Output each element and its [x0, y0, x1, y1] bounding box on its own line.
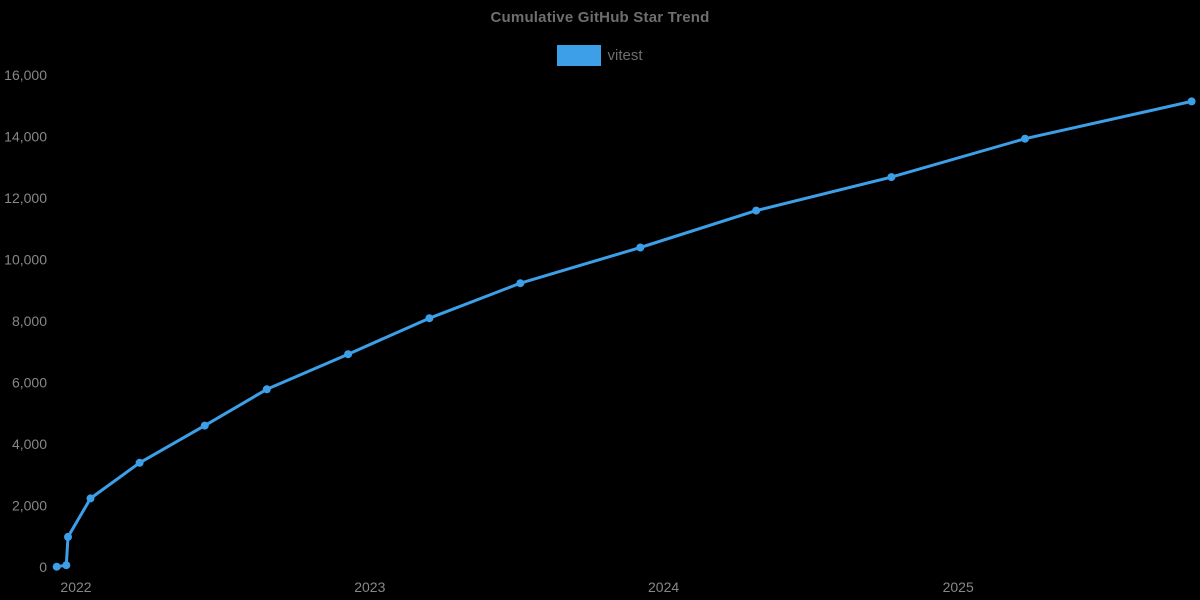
data-point-vitest[interactable]	[86, 494, 95, 503]
data-point-vitest[interactable]	[64, 532, 72, 541]
data-point-vitest[interactable]	[344, 350, 353, 359]
x-tick-label: 2022	[60, 579, 91, 595]
line-series-vitest	[55, 99, 1194, 569]
y-tick-label: 10,000	[4, 251, 47, 267]
data-point-vitest[interactable]	[636, 243, 645, 252]
y-tick-label: 4,000	[12, 436, 47, 452]
legend-label: vitest	[607, 47, 643, 64]
data-point-vitest[interactable]	[52, 562, 61, 571]
y-tick-label: 2,000	[12, 497, 47, 513]
legend: vitest	[0, 45, 1200, 66]
y-tick-label: 8,000	[12, 313, 47, 329]
y-tick-label: 12,000	[4, 190, 47, 206]
x-tick-label: 2024	[648, 579, 679, 595]
legend-item-vitest[interactable]: vitest	[557, 45, 643, 66]
y-tick-label: 6,000	[12, 374, 47, 390]
x-tick-label: 2025	[943, 579, 974, 595]
data-point-vitest[interactable]	[516, 279, 525, 288]
legend-swatch	[557, 45, 602, 66]
y-tick-label: 0	[39, 559, 47, 575]
chart-title: Cumulative GitHub Star Trend	[490, 9, 710, 26]
y-tick-label: 14,000	[4, 128, 47, 144]
data-point-vitest[interactable]	[1021, 134, 1029, 143]
data-point-vitest[interactable]	[262, 385, 271, 394]
data-point-vitest[interactable]	[200, 421, 209, 430]
x-tick-label: 2023	[354, 579, 385, 595]
data-point-vitest[interactable]	[1187, 97, 1196, 106]
data-point-vitest[interactable]	[425, 314, 434, 323]
data-point-vitest[interactable]	[752, 206, 761, 215]
data-point-vitest[interactable]	[135, 458, 144, 467]
y-tick-label: 16,000	[4, 67, 47, 83]
data-point-vitest[interactable]	[62, 561, 71, 570]
data-point-vitest[interactable]	[887, 173, 896, 182]
